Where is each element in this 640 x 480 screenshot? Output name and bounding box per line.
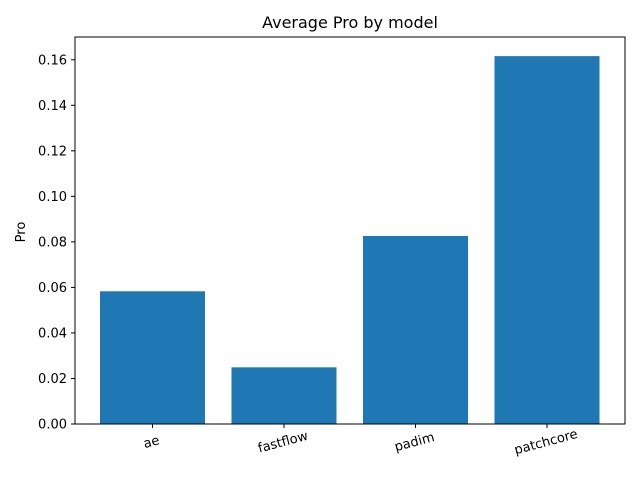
bars-layer	[100, 56, 600, 425]
x-ticks: ae fastflow padim patchcore	[142, 424, 579, 458]
y-tick-label: 0.12	[38, 144, 67, 159]
chart-title: Average Pro by model	[262, 13, 438, 32]
bar-fastflow	[231, 367, 337, 424]
y-tick-label: 0.16	[38, 53, 67, 68]
x-tick-label: padim	[393, 430, 436, 455]
y-tick-label: 0.04	[38, 326, 67, 341]
y-tick-label: 0.08	[38, 235, 67, 250]
plot-frame	[74, 36, 626, 425]
y-ticks: 0.00 0.02 0.04 0.06 0.08 0.10 0.12 0.14 0.16	[38, 53, 75, 433]
bar-patchcore	[494, 56, 600, 425]
x-tick-label: fastflow	[256, 429, 310, 457]
bar-ae	[100, 291, 205, 424]
y-axis-label: Pro	[14, 222, 29, 243]
bar-padim	[363, 235, 468, 424]
y-tick-label: 0.00	[38, 418, 67, 433]
y-tick-label: 0.10	[38, 190, 67, 205]
y-tick-label: 0.14	[38, 99, 67, 114]
y-tick-label: 0.02	[38, 372, 67, 387]
x-tick-label: ae	[142, 433, 161, 452]
x-tick-label: patchcore	[513, 427, 580, 458]
y-tick-label: 0.06	[38, 281, 67, 296]
